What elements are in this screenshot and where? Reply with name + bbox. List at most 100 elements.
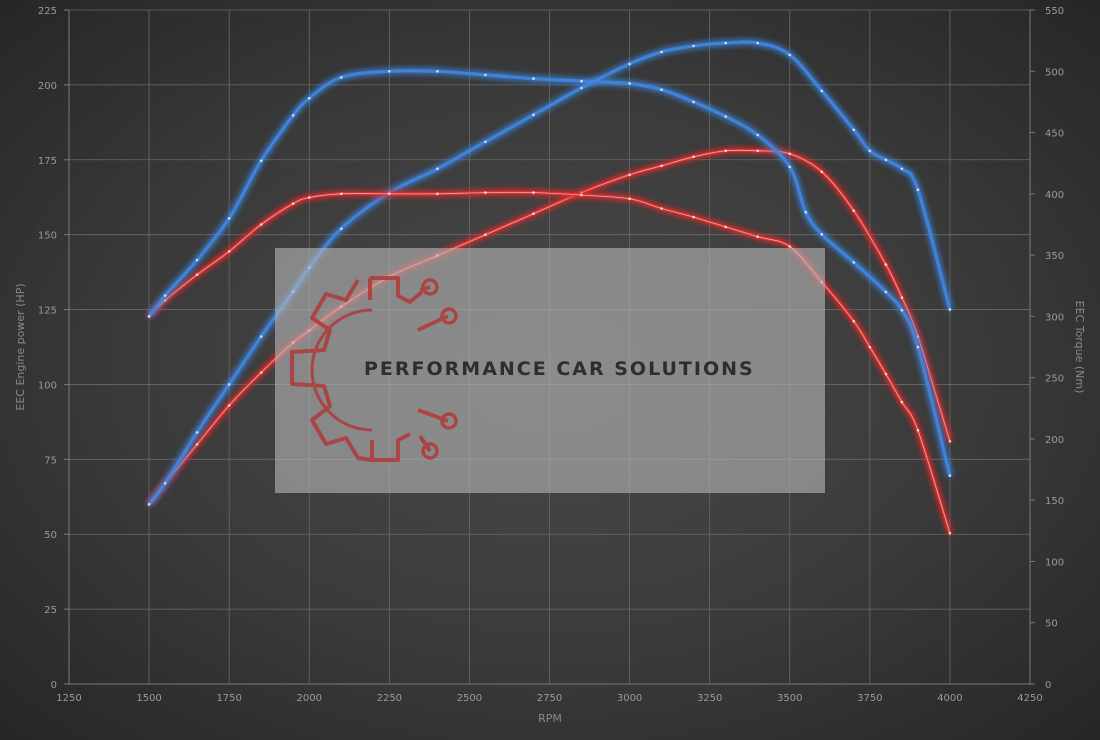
data-point: [884, 263, 888, 266]
data-point: [227, 383, 231, 386]
data-point: [756, 41, 759, 45]
data-point: [532, 191, 535, 194]
series-2-right: [147, 190, 952, 535]
y-tick-label: 200: [38, 81, 57, 92]
data-point: [484, 233, 487, 236]
data-point: [227, 404, 231, 407]
data-point: [628, 197, 631, 200]
data-point: [628, 173, 631, 177]
data-point: [916, 188, 920, 191]
data-point: [756, 133, 759, 137]
data-point: [884, 158, 888, 162]
data-point: [388, 70, 391, 73]
x-axis-title: RPM: [538, 712, 562, 725]
y2-tick-label: 200: [1045, 435, 1064, 446]
data-point: [291, 202, 295, 205]
x-tick-label: 1250: [56, 693, 81, 704]
y2-tick-label: 400: [1045, 190, 1064, 201]
data-point: [916, 345, 920, 349]
data-point: [948, 308, 952, 311]
data-point: [724, 225, 727, 229]
y-tick-label: 75: [44, 455, 57, 466]
data-point: [259, 371, 263, 374]
y-axis-title: EEC Engine power (HP): [14, 283, 27, 410]
data-point: [340, 227, 343, 230]
data-point: [788, 245, 792, 248]
data-point: [163, 482, 167, 485]
data-point: [340, 76, 343, 79]
y2-tick-label: 50: [1045, 619, 1058, 630]
data-point: [724, 41, 727, 45]
data-point: [580, 193, 583, 197]
data-point: [948, 474, 952, 478]
data-point: [916, 335, 920, 338]
series-line: [147, 69, 952, 477]
axes: [64, 9, 1035, 685]
data-point: [756, 235, 759, 238]
data-point: [900, 308, 904, 312]
x-tick-label: 2750: [537, 693, 562, 704]
y-tick-label: 225: [38, 6, 57, 17]
data-point: [868, 345, 872, 349]
data-point: [884, 290, 888, 294]
data-point: [948, 440, 952, 443]
x-tick-label: 3500: [777, 693, 802, 704]
y2-tick-label: 150: [1045, 496, 1064, 507]
data-point: [788, 165, 792, 169]
data-point: [724, 149, 727, 153]
data-point: [580, 79, 583, 83]
data-point: [804, 210, 808, 214]
series-0-left: [147, 148, 952, 506]
x-tick-label: 4250: [1017, 693, 1042, 704]
data-point: [660, 164, 663, 168]
data-point: [259, 335, 263, 338]
data-point: [163, 294, 167, 297]
data-point: [852, 209, 856, 212]
data-point: [147, 315, 151, 318]
y-tick-label: 0: [51, 680, 57, 691]
y2-axis-title: EEC Torque (Nm): [1073, 301, 1086, 394]
data-point: [692, 215, 695, 219]
data-point: [628, 82, 631, 85]
data-point: [195, 258, 199, 262]
series-group: [147, 40, 952, 535]
y-tick-label: 100: [38, 380, 57, 391]
y2-tick-label: 250: [1045, 374, 1064, 385]
data-point: [884, 372, 888, 376]
data-point: [532, 77, 535, 80]
data-point: [436, 192, 439, 196]
data-point: [484, 140, 487, 144]
data-point: [308, 96, 311, 100]
data-point: [532, 113, 535, 117]
data-point: [820, 89, 824, 93]
watermark-panel: [275, 248, 825, 493]
data-point: [724, 115, 727, 118]
data-point: [195, 443, 199, 446]
data-point: [916, 429, 920, 432]
data-point: [900, 296, 904, 299]
data-point: [852, 261, 856, 264]
data-point: [628, 62, 631, 66]
data-point: [436, 70, 439, 73]
data-point: [852, 320, 856, 323]
x-tick-label: 3250: [697, 693, 722, 704]
y-tick-label: 150: [38, 231, 57, 242]
x-tick-label: 2250: [377, 693, 402, 704]
y-tick-label: 50: [44, 530, 57, 541]
data-point: [163, 299, 167, 302]
data-point: [692, 44, 695, 48]
y-tick-label: 25: [44, 605, 57, 616]
data-point: [388, 192, 391, 196]
data-point: [291, 114, 295, 117]
tick-labels: 1250 1500 1750 2000 2250 2500 2750 3000 3250 3500…: [38, 6, 1064, 704]
data-point: [788, 152, 792, 156]
data-point: [900, 167, 904, 171]
data-point: [227, 217, 231, 220]
data-point: [308, 196, 311, 199]
data-point: [259, 223, 263, 226]
data-point: [900, 400, 904, 404]
y2-tick-label: 100: [1045, 557, 1064, 568]
y2-tick-label: 500: [1045, 67, 1064, 78]
data-point: [484, 73, 487, 77]
